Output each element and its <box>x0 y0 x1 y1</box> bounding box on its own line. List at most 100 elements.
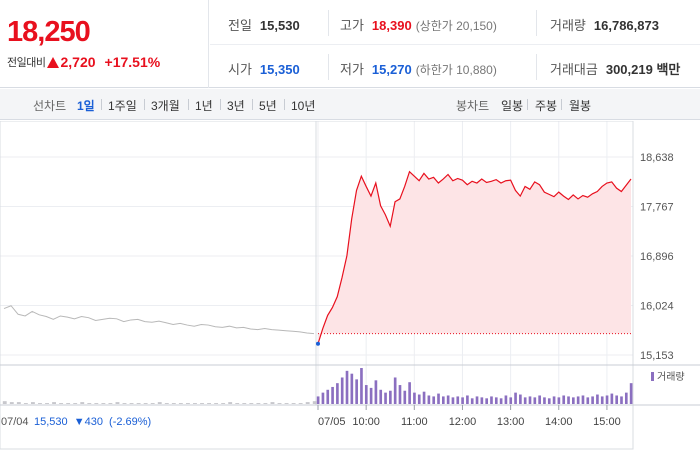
price-block: 18,250 전일대비 2,720 +17.51% <box>0 0 209 88</box>
volume-bar-today <box>393 377 397 404</box>
tab-daily-candle[interactable]: 일봉 <box>501 99 524 113</box>
volume-bar-prev-day <box>108 403 113 404</box>
tab-10y[interactable]: 10년 <box>291 99 316 113</box>
volume-bar-today <box>456 396 460 404</box>
ytick-label: 16,024 <box>640 301 674 313</box>
stats-grid: 전일 15,530 고가 18,390 (상한가 20,150) 거래량 16,786,… <box>210 0 700 88</box>
stat-label: 저가 <box>340 62 364 77</box>
series-area-today <box>318 171 631 344</box>
volume-bar-today <box>389 390 392 404</box>
series-line-prev-day <box>3 305 315 335</box>
volume-bar-prev-day <box>52 402 56 404</box>
volume-bar-prev-day <box>171 403 176 404</box>
volume-layer <box>2 368 633 404</box>
stat-value: 15,350 <box>259 62 300 77</box>
stat-label: 거래대금 <box>550 62 598 77</box>
stat-value: 16,786,873 <box>593 18 659 33</box>
volume-bar-prev-day <box>284 403 289 404</box>
volume-bar-prev-day <box>129 403 134 404</box>
volume-bar-prev-day <box>242 403 247 404</box>
tab-3m[interactable]: 3개월 <box>151 99 180 113</box>
volume-bar-today <box>413 392 416 404</box>
xtick-label: 13:00 <box>497 416 525 428</box>
volume-bar-prev-day <box>122 403 127 404</box>
volume-bar-prev-day <box>80 402 85 404</box>
ytick-label: 15,153 <box>640 350 674 362</box>
volume-bar-today <box>538 395 541 404</box>
volume-bar-prev-day <box>23 403 28 404</box>
tab-1d[interactable]: 1일 <box>77 99 95 113</box>
tab-3y[interactable]: 3년 <box>227 99 245 113</box>
stat-value: 15,530 <box>259 18 300 33</box>
tab-weekly-candle[interactable]: 주봉 <box>535 99 558 113</box>
tab-5y[interactable]: 5년 <box>259 99 277 113</box>
volume-bar-today <box>572 397 575 404</box>
volume-bar-prev-day <box>157 402 162 404</box>
divider <box>188 99 189 110</box>
volume-legend-swatch <box>651 372 654 381</box>
volume-bar-today <box>523 397 527 404</box>
volume-bar-today <box>321 392 325 404</box>
volume-bar-prev-day <box>291 403 296 404</box>
volume-bar-prev-day <box>150 403 155 404</box>
stat-low: 저가 15,270 (하한가 10,880) <box>340 59 497 78</box>
volume-bar-today <box>350 373 354 404</box>
volume-bar-today <box>547 398 551 404</box>
tab-1w[interactable]: 1주일 <box>108 99 137 113</box>
volume-bar-prev-day <box>9 402 14 404</box>
xtick-label: 10:00 <box>352 416 380 428</box>
xtick-label: 15:00 <box>593 416 621 428</box>
volume-bar-prev-day <box>228 402 233 404</box>
volume-bar-today <box>528 396 532 404</box>
volume-bar-today <box>605 395 609 404</box>
volume-bar-today <box>422 391 426 404</box>
divider <box>284 99 285 110</box>
volume-bar-today <box>596 394 599 404</box>
volume-bar-today <box>485 398 488 404</box>
volume-bar-prev-day <box>115 402 120 404</box>
divider <box>101 99 102 110</box>
tab-1y[interactable]: 1년 <box>195 99 213 113</box>
price-volume-chart[interactable]: 18,638 17,767 16,896 16,024 15,153 07/05 10:0… <box>0 121 700 450</box>
current-price: 18,250 <box>7 16 91 48</box>
volume-bar-today <box>543 397 546 404</box>
volume-bar-prev-day <box>256 403 261 404</box>
volume-bar-today <box>509 397 513 404</box>
volume-bar-prev-day <box>270 402 275 404</box>
volume-bar-today <box>369 387 373 404</box>
volume-bar-prev-day <box>305 402 310 404</box>
volume-bar-today <box>552 396 556 404</box>
volume-bar-today <box>316 396 320 404</box>
volume-bar-prev-day <box>45 403 49 404</box>
divider <box>536 54 537 80</box>
volume-bar-today <box>379 389 383 404</box>
plot-frame <box>0 121 634 450</box>
lower-limit: (하한가 10,880) <box>415 63 497 77</box>
stat-value: 15,270 <box>371 62 412 77</box>
volume-bar-today <box>615 395 619 404</box>
volume-bar-prev-day <box>207 403 211 404</box>
volume-legend: 거래량 <box>657 371 685 383</box>
stat-label: 전일 <box>228 18 252 33</box>
candle-chart-label: 봉차트 <box>456 99 490 113</box>
up-triangle-icon <box>47 56 60 68</box>
ytick-label: 17,767 <box>640 201 674 213</box>
volume-bar-today <box>629 383 633 404</box>
volume-bar-today <box>567 396 570 404</box>
volume-bar-today <box>475 396 479 404</box>
volume-bar-today <box>504 395 508 404</box>
down-triangle-icon: ▼ <box>74 416 85 428</box>
volume-bar-prev-day <box>66 403 71 404</box>
volume-bar-prev-day <box>143 403 148 404</box>
divider <box>252 99 253 110</box>
volume-bar-prev-day <box>136 403 141 404</box>
volume-bar-today <box>514 392 517 404</box>
volume-bar-today <box>586 397 590 404</box>
volume-bar-today <box>562 395 566 404</box>
tab-monthly-candle[interactable]: 월봉 <box>569 99 592 113</box>
volume-bar-today <box>470 398 474 404</box>
volume-bar-prev-day <box>87 403 92 404</box>
quote-header: 18,250 전일대비 2,720 +17.51% 전일 15,530 고가 18,… <box>0 0 700 88</box>
divider <box>210 44 700 45</box>
ytick-label: 16,896 <box>640 251 674 263</box>
